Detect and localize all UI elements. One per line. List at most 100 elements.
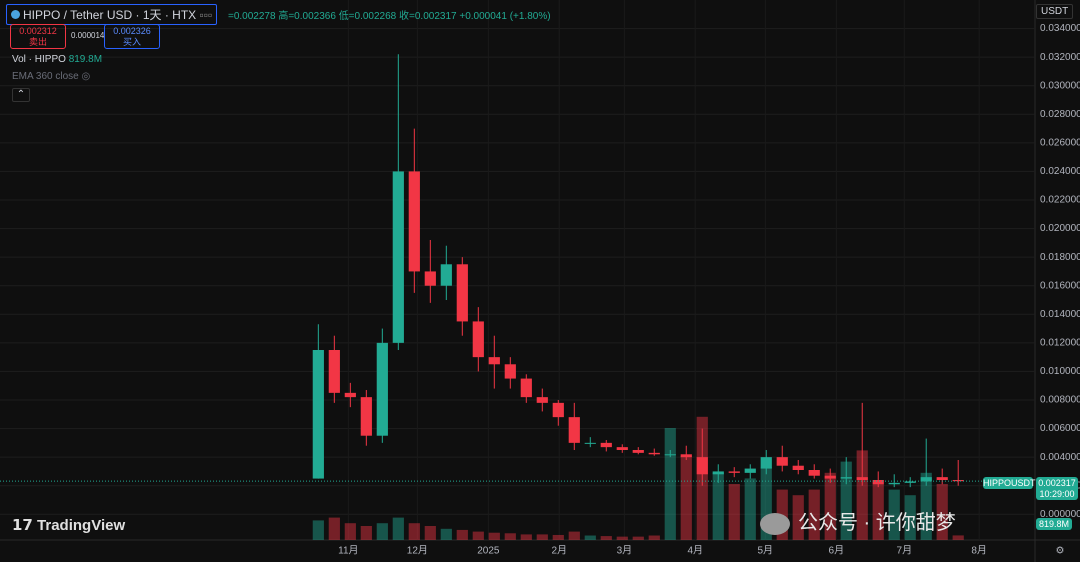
volume-bar [936,484,948,540]
y-tick-label: 0.014000 [1040,309,1080,320]
volume-bar [616,536,628,540]
volume-bar [808,489,820,540]
candle-body [504,364,516,379]
close: 收=0.002317 [399,11,457,22]
symbol[interactable]: HIPPO / Tether USD · 1天 · HTX ▫▫▫ [6,4,218,25]
y-tick-label: 0.000000 [1040,509,1080,520]
buy-button[interactable]: 0.002326 买入 [104,24,160,49]
ema-label: EMA 360 close [12,71,79,82]
price-badge: 0.002317 10:29:00 [1036,477,1078,500]
volume-bar [792,495,804,540]
volume-bar [520,534,532,540]
y-tick-label: 0.034000 [1040,23,1080,34]
vol-legend: Vol · HIPPO 819.8M [12,54,102,65]
y-tick-label: 0.030000 [1040,80,1080,91]
volume-bar [536,534,548,540]
candle-body [856,477,868,480]
volume-bar [680,456,692,540]
x-tick-label: 3月 [617,545,633,557]
volume-bar [424,526,436,540]
last-price: 0.002317 [1038,478,1076,488]
collapse-button[interactable]: ⌃ [12,88,30,102]
volume-bar [840,461,852,540]
vol-label: Vol · HIPPO [12,54,66,65]
volume-bar [600,536,612,540]
candle-body [408,171,420,272]
candle-body [712,471,724,475]
candle-body [520,378,532,398]
spread: 0.000014 [71,31,105,40]
candle-body [472,321,484,358]
logo: 𝟭𝟳 TradingView [12,517,126,534]
candle-body [696,457,708,475]
volume-bar [392,517,404,540]
volume-bar [472,531,484,540]
x-tick-label: 11月 [338,545,358,557]
candle-body [616,447,628,450]
candle-body [760,457,772,469]
symbol-text: HIPPO / Tether USD · 1天 · HTX [23,8,197,22]
candle-body [376,342,388,436]
high: 高=0.002366 [278,11,336,22]
volume-bar [648,535,660,540]
x-tick-label: 2025 [477,546,500,557]
candle-body [456,264,468,322]
volume-bar [584,535,596,540]
low: 低=0.002268 [338,11,397,22]
candle-body [792,465,804,470]
candle-body [888,482,900,485]
candle-body [536,397,548,403]
y-tick-label: 0.006000 [1040,423,1080,434]
candle-body [568,417,580,443]
candle-body [920,477,932,482]
x-tick-label: 5月 [758,545,774,557]
y-tick-label: 0.008000 [1040,395,1080,406]
candle-body [360,397,372,436]
y-tick-label: 0.010000 [1040,366,1080,377]
candle-body [728,471,740,473]
candle-body [824,475,836,479]
currency[interactable]: USDT [1036,4,1074,19]
volume-bar [824,472,836,540]
buy-text: 买入 [122,37,141,47]
x-tick-label: 12月 [407,545,428,557]
candle-body [904,481,916,483]
candle-body [632,450,644,453]
volume-bar [920,472,932,540]
sell-price: 0.002312 [19,26,57,36]
volume-bar [568,531,580,540]
volume-bar [744,478,756,540]
y-tick-label: 0.004000 [1040,452,1080,463]
candle-body [488,357,500,365]
volume-bar [312,520,324,540]
candle-body [952,480,964,482]
sell-button[interactable]: 0.002312 卖出 [10,24,66,49]
candle-body [872,480,884,485]
x-tick-label: 7月 [897,545,913,557]
y-tick-label: 0.024000 [1040,166,1080,177]
volume-bar [344,523,356,540]
vol-value: 819.8M [68,54,103,65]
candle-body [424,271,436,286]
settings-icon: ⚙ [1056,546,1065,557]
candle-body [392,171,404,343]
watermark: 公众号 · 许你甜梦 [760,506,956,535]
candle-body [648,452,660,455]
volume-bar [376,523,388,540]
buy-price: 0.002326 [113,26,151,36]
ema-legend: EMA 360 close ◎ [12,71,91,82]
volume-bar [552,534,564,540]
volume-bar [888,489,900,540]
change: +0.000041 (+1.80%) [459,11,551,22]
logo-text: TradingView [37,517,126,534]
x-tick-label: 4月 [687,545,703,557]
volume-bar [872,484,884,540]
candle-body [600,442,612,448]
volume-bar [328,517,340,540]
open: =0.002278 [228,11,276,22]
volume-bar [440,528,452,540]
volume-bar [504,533,516,540]
volume-bar [408,523,420,540]
candle-body [744,468,756,473]
